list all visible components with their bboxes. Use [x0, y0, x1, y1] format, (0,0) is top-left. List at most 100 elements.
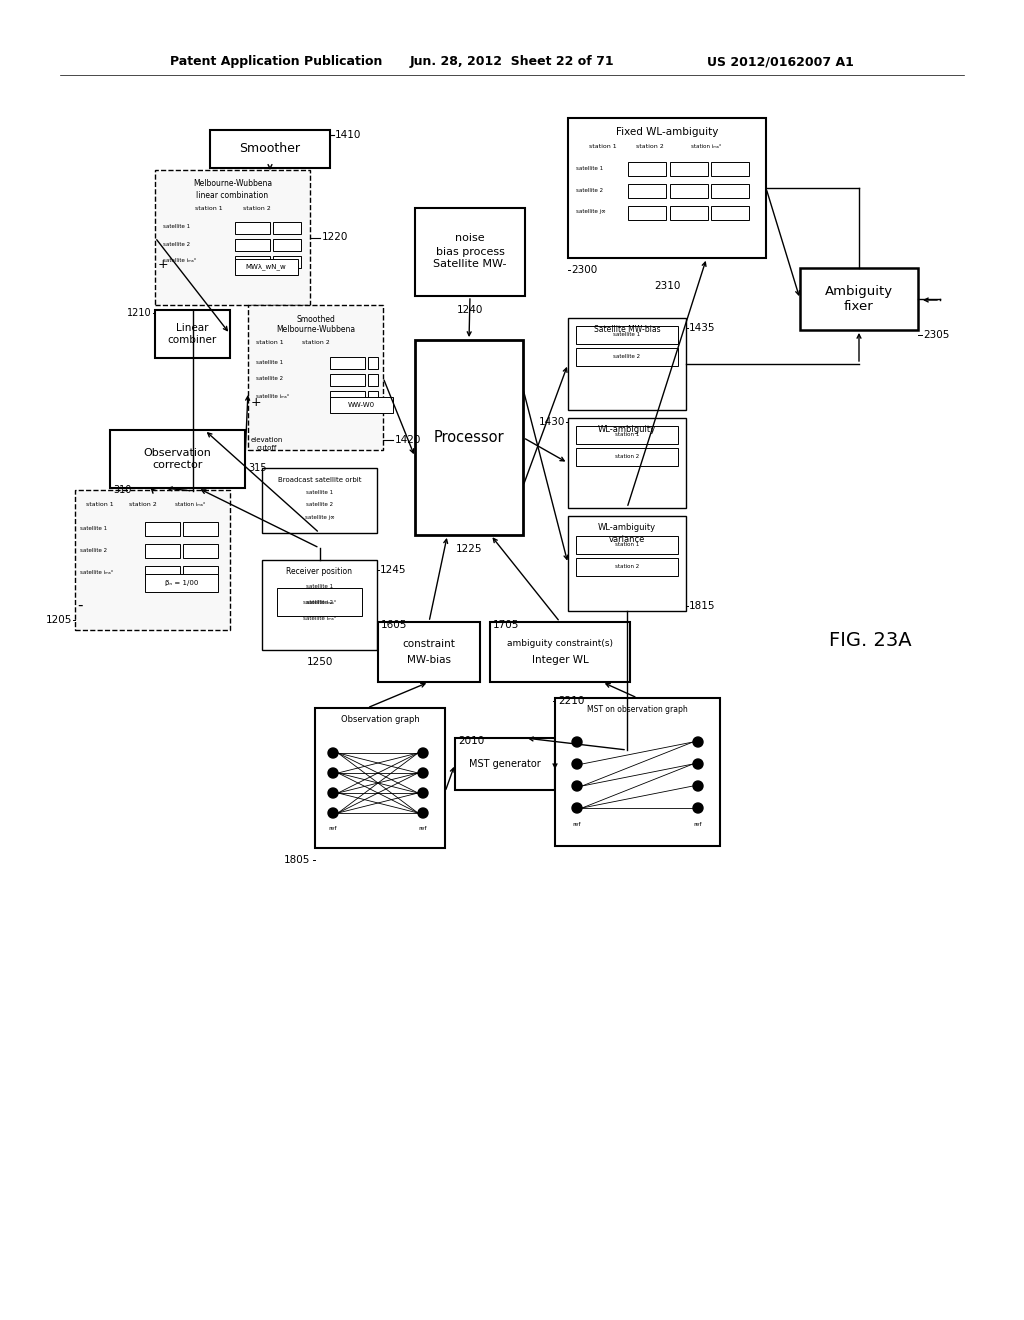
Bar — [330, 356, 365, 370]
Text: ref: ref — [419, 825, 427, 830]
Circle shape — [328, 808, 338, 818]
Bar — [575, 426, 678, 444]
Text: 1225: 1225 — [456, 544, 482, 554]
Text: station 2: station 2 — [243, 206, 270, 210]
Bar — [183, 544, 218, 558]
Bar — [155, 310, 230, 358]
Circle shape — [572, 781, 582, 791]
Text: Processor: Processor — [434, 430, 504, 445]
Bar — [234, 239, 270, 251]
Bar — [575, 326, 678, 345]
Bar — [262, 560, 377, 649]
Circle shape — [328, 788, 338, 799]
Bar — [110, 430, 245, 488]
Circle shape — [572, 759, 582, 770]
Bar — [145, 544, 180, 558]
Bar — [670, 183, 708, 198]
Text: 1815: 1815 — [689, 601, 716, 611]
Bar — [145, 574, 218, 591]
Text: MST on observation graph: MST on observation graph — [587, 705, 688, 714]
Text: satellite j∞: satellite j∞ — [304, 516, 335, 520]
Text: station 2: station 2 — [614, 454, 639, 459]
Bar — [670, 206, 708, 220]
Bar — [330, 397, 393, 413]
Bar — [568, 418, 686, 508]
Bar — [273, 222, 301, 234]
Bar — [368, 356, 378, 370]
Text: ambiguity constraint(s): ambiguity constraint(s) — [507, 639, 613, 648]
Text: satellite 1: satellite 1 — [163, 224, 190, 230]
Text: constraint: constraint — [402, 639, 456, 649]
Bar — [711, 206, 749, 220]
Text: satellite 1: satellite 1 — [80, 525, 108, 531]
Bar — [75, 490, 230, 630]
Text: 2310: 2310 — [653, 281, 680, 290]
Bar — [800, 268, 918, 330]
Text: Broadcast satellite orbit: Broadcast satellite orbit — [278, 477, 361, 483]
Bar — [248, 305, 383, 450]
Text: US 2012/0162007 A1: US 2012/0162007 A1 — [708, 55, 854, 69]
Text: satellite 2: satellite 2 — [306, 503, 333, 507]
Text: station 1: station 1 — [86, 502, 114, 507]
Circle shape — [693, 803, 703, 813]
Text: WL-ambiguity: WL-ambiguity — [598, 425, 656, 434]
Text: 1420: 1420 — [395, 436, 421, 445]
Text: satellite 1: satellite 1 — [256, 359, 283, 364]
Text: satellite iₘₐˣ: satellite iₘₐˣ — [163, 259, 197, 264]
Text: 1245: 1245 — [380, 565, 407, 576]
Bar — [575, 348, 678, 366]
Bar — [330, 391, 365, 403]
Text: MWλ_wN_w: MWλ_wN_w — [246, 264, 287, 271]
Circle shape — [572, 737, 582, 747]
Bar — [234, 256, 270, 268]
Bar — [415, 341, 523, 535]
Text: Observation graph: Observation graph — [341, 715, 420, 725]
Text: satellite iₘₐˣ: satellite iₘₐˣ — [256, 393, 289, 399]
Text: Jun. 28, 2012  Sheet 22 of 71: Jun. 28, 2012 Sheet 22 of 71 — [410, 55, 614, 69]
Text: 1435: 1435 — [689, 323, 716, 333]
Bar — [210, 129, 330, 168]
Circle shape — [418, 808, 428, 818]
Bar — [575, 536, 678, 554]
Circle shape — [328, 748, 338, 758]
Text: station 2: station 2 — [636, 144, 664, 149]
Text: βₙ = 1/00: βₙ = 1/00 — [165, 579, 199, 586]
Bar — [145, 566, 180, 579]
Text: satellite 1: satellite 1 — [306, 583, 333, 589]
Text: Smoothed: Smoothed — [296, 314, 335, 323]
Text: Fixed WL-ambiguity: Fixed WL-ambiguity — [615, 127, 718, 137]
Text: Satellite MW-bias: Satellite MW-bias — [594, 326, 660, 334]
Text: 2300: 2300 — [571, 265, 597, 275]
Text: station iₘₐˣ: station iₘₐˣ — [175, 502, 205, 507]
Bar — [273, 239, 301, 251]
Bar — [575, 558, 678, 576]
Text: 1240: 1240 — [457, 305, 483, 315]
Text: +: + — [158, 259, 168, 272]
Text: 310: 310 — [113, 484, 131, 495]
Circle shape — [693, 781, 703, 791]
Bar — [368, 374, 378, 385]
Text: Satellite MW-: Satellite MW- — [433, 259, 507, 269]
Text: MST generator: MST generator — [469, 759, 541, 770]
Text: Linear
combiner: Linear combiner — [168, 323, 217, 345]
Circle shape — [693, 737, 703, 747]
Text: 1210: 1210 — [127, 308, 152, 318]
Bar — [568, 117, 766, 257]
Text: 315: 315 — [248, 463, 266, 473]
Text: station 1: station 1 — [589, 144, 616, 149]
Text: satellite 2: satellite 2 — [256, 376, 283, 381]
Text: 1805: 1805 — [284, 855, 310, 865]
Text: 1705: 1705 — [493, 620, 519, 630]
Bar — [278, 587, 362, 616]
Circle shape — [418, 748, 428, 758]
Circle shape — [418, 788, 428, 799]
Text: 2010: 2010 — [458, 737, 484, 746]
Bar — [568, 516, 686, 611]
Text: satellite 1: satellite 1 — [306, 490, 333, 495]
Text: +: + — [251, 396, 261, 409]
Text: ref: ref — [693, 821, 702, 826]
Bar — [670, 162, 708, 176]
Text: variance: variance — [609, 536, 645, 544]
Text: MW-bias: MW-bias — [407, 655, 451, 665]
Bar — [628, 206, 666, 220]
